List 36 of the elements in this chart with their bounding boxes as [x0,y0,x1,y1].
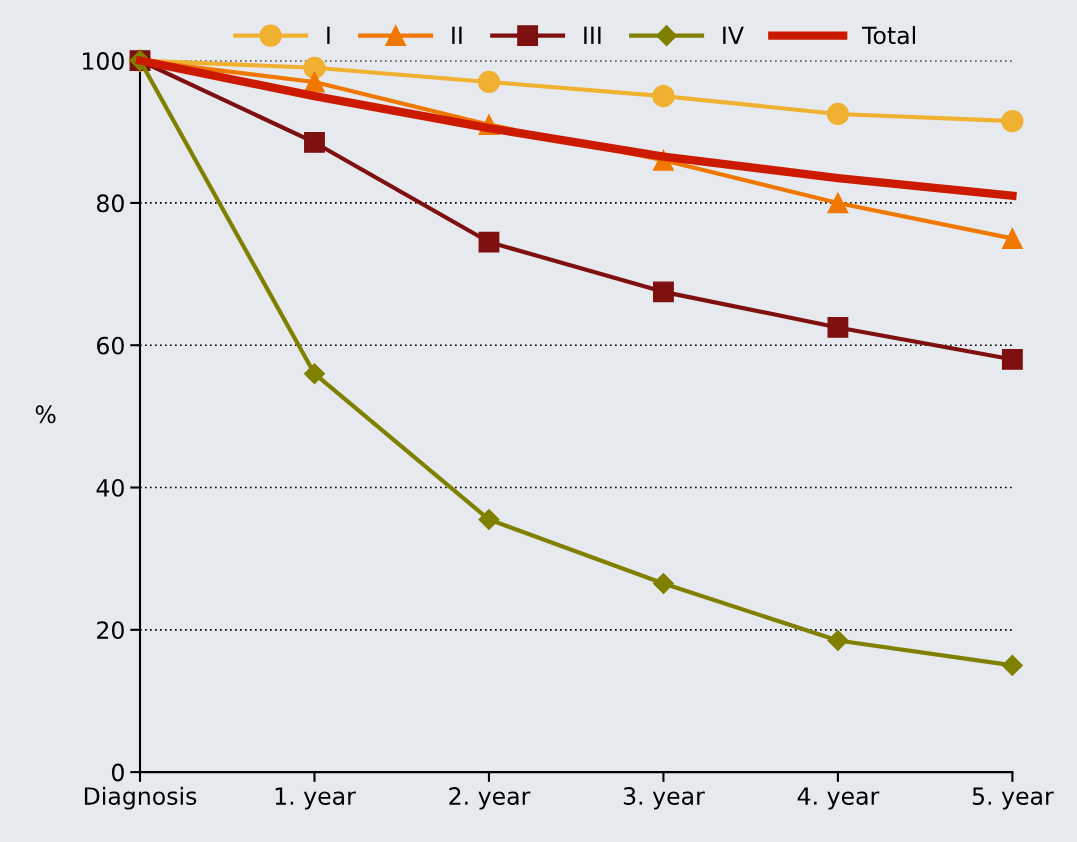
point [653,281,674,303]
point [304,132,325,153]
point [478,231,500,253]
point [827,192,849,214]
x-tick-label: 3. year [623,787,705,810]
x-tick-label: 1. year [275,787,356,810]
y-tick-label: 40 [96,478,124,497]
point [1001,109,1024,133]
point [652,85,675,108]
point [478,509,500,531]
y-tick-label: 20 [97,621,124,640]
legend-label: III [584,26,601,44]
x-tick-label: Diagnosis [84,786,197,810]
point [827,629,849,652]
point [1001,349,1023,370]
y-tick-label: 100 [82,52,124,70]
y-tick-label: 0 [111,763,124,782]
legend-label: Total [861,25,915,45]
point [1001,654,1023,676]
point [477,70,501,94]
point [1001,228,1023,249]
legend-label: IV [723,26,744,44]
point [826,102,850,126]
legend-label: II [452,26,462,44]
point [303,363,325,385]
point [652,573,674,595]
x-tick-label: 2. year [449,787,531,810]
point [303,56,326,79]
y-tick-label: 60 [97,336,124,355]
point [304,71,325,93]
legend-label: I [327,26,330,44]
point [827,317,849,338]
x-tick-label: 5. year [972,787,1054,810]
x-tick-label: 4. year [797,787,880,810]
y-tick-label: 80 [96,194,124,213]
y-axis-title: % [35,405,56,424]
